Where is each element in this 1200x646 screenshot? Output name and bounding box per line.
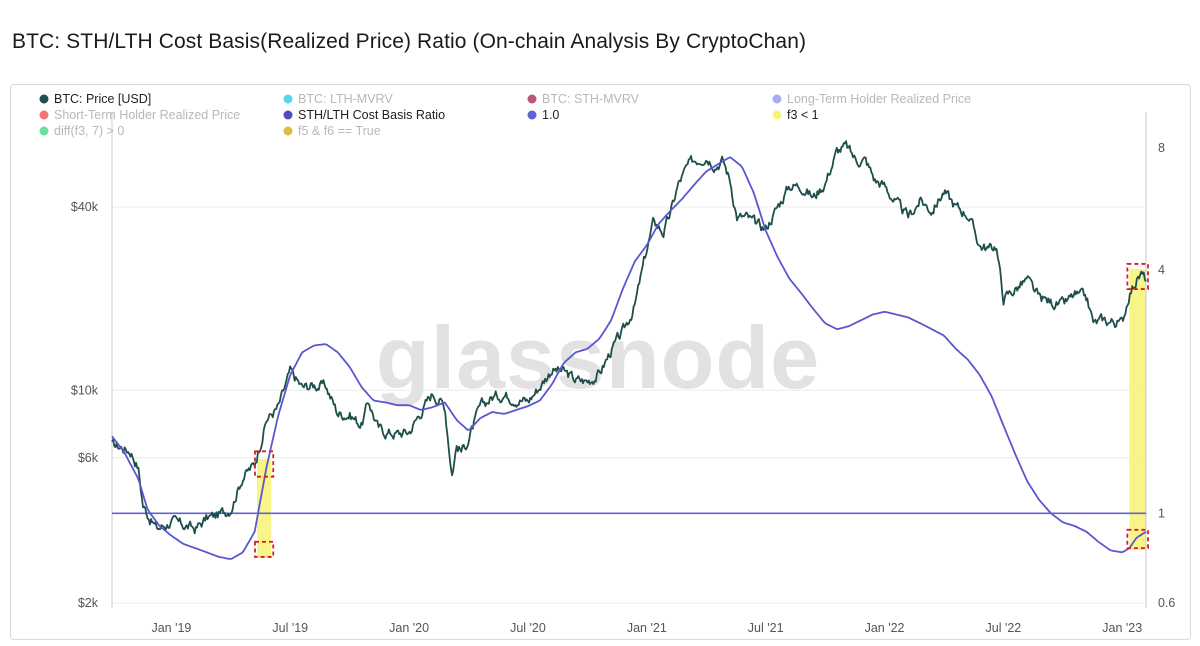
legend-swatch [39,126,49,136]
shaded-region-f3-lt-1 [256,459,272,558]
shaded-region-f3-lt-1 [1129,269,1146,550]
x-tick-label: Jul '20 [510,621,546,635]
legend-label: STH/LTH Cost Basis Ratio [298,108,445,122]
legend-swatch [283,110,293,120]
left-tick-label: $40k [71,200,99,214]
x-tick-label: Jul '21 [748,621,784,635]
left-tick-label: $6k [78,451,99,465]
highlight-box-price [254,450,275,478]
x-tick-label: Jan '23 [1102,621,1142,635]
legend-item[interactable]: Long-Term Holder Realized Price [772,92,972,106]
x-tick-label: Jul '19 [272,621,308,635]
legend-item[interactable]: Short-Term Holder Realized Price [39,108,241,122]
highlight-box-ratio [1126,528,1149,550]
right-tick-label: 8 [1158,141,1165,155]
legend-label: f5 & f6 == True [298,124,381,138]
right-tick-label: 1 [1158,506,1165,520]
legend-swatch [283,126,293,136]
highlight-box-price [1126,263,1149,290]
legend-swatch [39,110,49,120]
legend-label: BTC: LTH-MVRV [298,92,393,106]
legend-item[interactable]: f5 & f6 == True [283,124,381,138]
legend-label: BTC: STH-MVRV [542,92,640,106]
axes: $2k $6k $10k $40k 0.6 1 4 8 Jan '19 Jul '19 Jan '2… [71,112,1175,635]
legend-swatch [772,94,782,104]
legend-label: 1.0 [542,108,559,122]
legend-item[interactable]: BTC: STH-MVRV [527,92,640,106]
x-tick-label: Jan '20 [389,621,429,635]
legend-label: Short-Term Holder Realized Price [54,108,240,122]
legend-item[interactable]: BTC: LTH-MVRV [283,92,394,106]
highlight-boxes [254,263,1149,558]
legend-item[interactable]: BTC: Price [USD] [39,92,152,106]
x-tick-label: Jul '22 [986,621,1022,635]
legend-label: BTC: Price [USD] [54,92,151,106]
left-tick-label: $2k [78,596,99,610]
shaded-regions [256,269,1146,558]
legend-item[interactable]: diff(f3, 7) > 0 [39,124,125,138]
legend-swatch [527,110,537,120]
legend: BTC: Price [USD] BTC: LTH-MVRV BTC: STH-MV… [39,92,972,138]
legend-swatch [283,94,293,104]
right-tick-label: 4 [1158,263,1165,277]
left-tick-label: $10k [71,383,99,397]
legend-label: Long-Term Holder Realized Price [787,92,971,106]
page-title: BTC: STH/LTH Cost Basis(Realized Price) … [12,30,807,53]
legend-swatch [527,94,537,104]
price-line [111,140,1147,535]
legend-item[interactable]: STH/LTH Cost Basis Ratio [283,108,446,122]
legend-label: f3 < 1 [787,108,819,122]
legend-swatch [39,94,49,104]
x-tick-label: Jan '21 [627,621,667,635]
legend-label: diff(f3, 7) > 0 [54,124,124,138]
series [111,140,1147,560]
chart-panel [10,84,1191,640]
ratio-line [111,156,1147,560]
legend-item[interactable]: 1.0 [527,108,560,122]
right-tick-label: 0.6 [1158,596,1175,610]
highlight-box-ratio [254,540,275,558]
legend-swatch [772,110,782,120]
x-tick-label: Jan '19 [151,621,191,635]
x-tick-label: Jan '22 [865,621,905,635]
gridlines [112,206,1146,604]
watermark: glassnode [376,308,820,407]
legend-item[interactable]: f3 < 1 [772,108,819,122]
